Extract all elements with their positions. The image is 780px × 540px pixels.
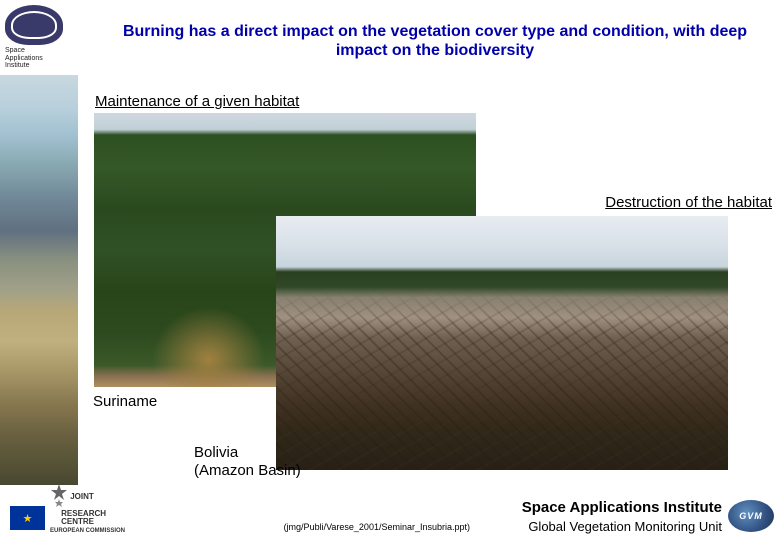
sai-logo-icon — [5, 5, 63, 45]
sai-text-2: Applications — [5, 55, 43, 62]
eu-flag-icon: ★ — [10, 506, 45, 530]
slide-title: Burning has a direct impact on the veget… — [110, 22, 760, 60]
label-bolivia-2: (Amazon Basin) — [194, 462, 301, 479]
eu-star: ★ — [23, 512, 33, 525]
sai-logo: Space Applications Institute — [5, 5, 87, 70]
jrc-3: CENTRE — [61, 517, 94, 526]
label-maintenance: Maintenance of a given habitat — [95, 93, 299, 110]
label-suriname: Suriname — [93, 393, 157, 410]
sai-logo-text: Space Applications Institute — [5, 47, 87, 70]
deforested-habitat-image — [276, 216, 728, 470]
label-bolivia: Bolivia (Amazon Basin) — [194, 444, 301, 480]
sai-text-3: Institute — [5, 62, 30, 69]
sai-text-1: Space — [5, 47, 25, 54]
sidebar-earth-strip — [0, 75, 78, 485]
label-bolivia-1: Bolivia — [194, 444, 238, 461]
label-destruction: Destruction of the habitat — [605, 194, 772, 211]
jrc-4: EUROPEAN COMMISSION — [50, 528, 125, 534]
footer: ★ JOINT RESEARCH CENTRE EUROPEAN COMMISS… — [0, 490, 780, 540]
footer-path: (jmg/Publi/Varese_2001/Seminar_Insubria.… — [284, 522, 470, 532]
jrc-logo: JOINT RESEARCH CENTRE EUROPEAN COMMISSIO… — [50, 484, 125, 534]
gvm-logo-icon: GVM — [728, 500, 774, 532]
jrc-stars-icon — [50, 484, 68, 510]
footer-unit: Global Vegetation Monitoring Unit — [528, 519, 722, 534]
footer-institute: Space Applications Institute — [522, 499, 722, 516]
jrc-1: JOINT — [70, 492, 94, 501]
